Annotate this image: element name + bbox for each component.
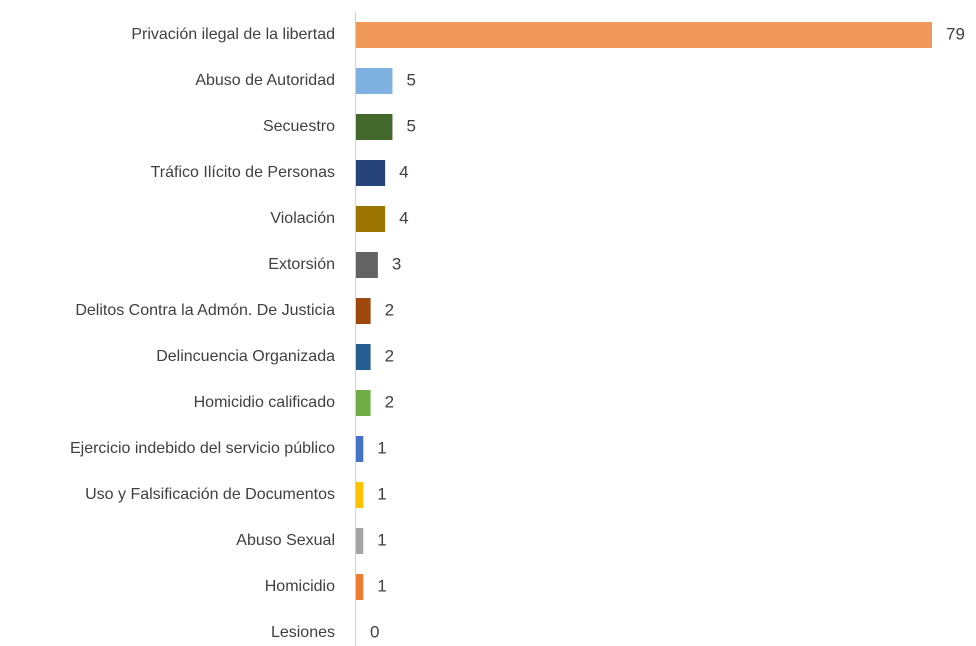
bar [356,436,364,462]
category-label: Uso y Falsificación de Documentos [85,486,335,503]
category-label: Delitos Contra la Admón. De Justicia [75,302,335,319]
category-label: Privación ilegal de la libertad [131,26,335,43]
category-label: Homicidio calificado [194,394,335,411]
bar [356,114,393,140]
value-label: 2 [385,392,394,411]
value-label: 79 [946,24,965,43]
bar [356,390,371,416]
value-label: 0 [370,622,379,641]
category-label: Tráfico Ilícito de Personas [151,164,335,181]
bar [356,528,364,554]
bar [356,252,378,278]
value-label: 4 [399,162,408,181]
bar [356,22,932,48]
value-label: 1 [377,438,386,457]
bar [356,344,371,370]
value-label: 5 [406,70,415,89]
category-label: Ejercicio indebido del servicio público [70,440,335,457]
value-label: 1 [377,484,386,503]
category-label: Delincuencia Organizada [156,348,335,365]
category-label: Abuso Sexual [236,532,335,549]
bar [356,160,386,186]
category-label: Violación [270,210,335,227]
category-label: Extorsión [268,256,335,273]
value-label: 4 [399,208,408,227]
bar [356,206,386,232]
value-label: 3 [392,254,401,273]
category-label: Abuso de Autoridad [195,72,335,89]
bar [356,298,371,324]
category-label: Secuestro [263,118,335,135]
bar [356,574,364,600]
value-label: 1 [377,576,386,595]
category-label: Homicidio [265,578,335,595]
value-label: 2 [385,300,394,319]
value-label: 1 [377,530,386,549]
bar [356,68,393,94]
bar [356,482,364,508]
category-label: Lesiones [271,624,335,641]
value-label: 5 [406,116,415,135]
value-label: 2 [385,346,394,365]
